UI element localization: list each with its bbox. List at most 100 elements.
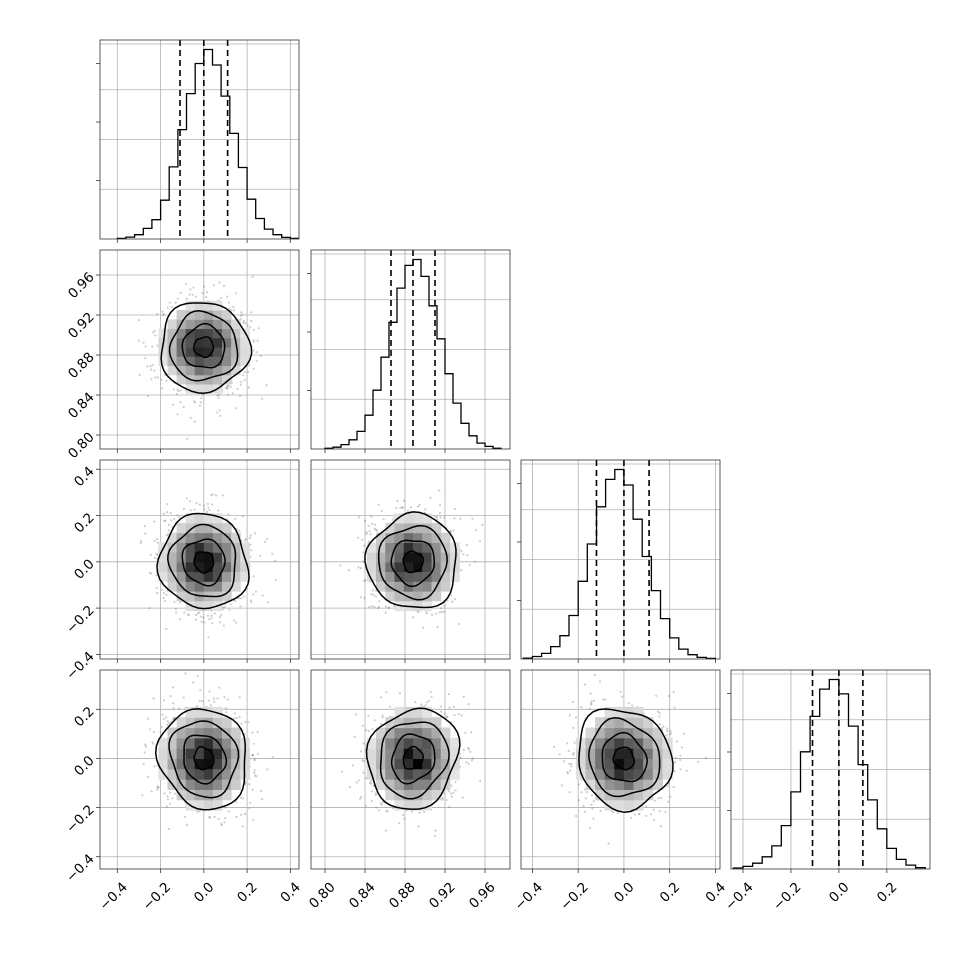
scatter-point (166, 720, 169, 723)
scatter-point (572, 726, 575, 730)
scatter-point (666, 785, 669, 788)
density-cell (450, 571, 460, 582)
density-cell (604, 727, 615, 739)
scatter-point (166, 795, 169, 798)
y-tick-label: −0.2 (63, 802, 97, 836)
scatter-point (173, 600, 176, 604)
scatter-point (161, 588, 164, 591)
scatter-point (238, 529, 241, 533)
density-cell (203, 748, 214, 759)
scatter-point (339, 564, 342, 567)
density-cell (176, 542, 187, 553)
scatter-point (473, 560, 477, 563)
scatter-point (155, 574, 158, 577)
scatter-point (173, 517, 176, 521)
scatter-point (244, 720, 247, 723)
density-cell (643, 737, 654, 749)
scatter-point (388, 606, 391, 609)
scatter-point (580, 706, 583, 709)
density-cell (422, 737, 432, 749)
density-cell (212, 532, 223, 543)
scatter-point (232, 619, 236, 622)
density-cell (440, 748, 451, 759)
scatter-point (445, 715, 448, 719)
density-cell (431, 779, 442, 790)
density-cell (376, 737, 386, 749)
scatter-point (657, 796, 660, 800)
density-cell (440, 758, 451, 770)
density-cell (585, 737, 596, 749)
density-cell (194, 337, 205, 348)
scatter-point (598, 680, 602, 683)
scatter-point (251, 754, 254, 757)
density-cell (652, 737, 663, 749)
scatter-point (253, 771, 256, 774)
density-cell (403, 571, 414, 582)
scatter-point (238, 394, 242, 397)
scatter-point (156, 785, 159, 788)
scatter-point (377, 503, 380, 506)
scatter-point (137, 339, 141, 342)
density-cell (212, 356, 223, 366)
density-cell (240, 571, 250, 582)
axes-frame (99, 459, 300, 660)
scatter-point (242, 595, 245, 598)
scatter-point (402, 813, 405, 817)
scatter-point (257, 327, 260, 330)
scatter-point (370, 515, 373, 518)
scatter-point (590, 794, 594, 797)
scatter-point (218, 686, 221, 689)
scatter-point (704, 756, 707, 760)
scatter-point (152, 331, 155, 334)
density-cell (212, 758, 223, 770)
density-cell (413, 513, 423, 524)
scatter-point (658, 810, 661, 813)
scatter-point (470, 759, 473, 762)
scatter-point (369, 533, 372, 536)
scatter-point (176, 514, 179, 517)
scatter-point (199, 689, 202, 692)
density-cell (167, 337, 178, 348)
scatter-point (361, 759, 364, 762)
scatter-point (435, 612, 438, 615)
x-tick-label: 0.2 (234, 879, 261, 906)
density-cell (623, 779, 635, 790)
density-cell (614, 768, 625, 780)
scatter-point (604, 698, 607, 701)
density-cell (422, 561, 432, 573)
scatter-point (274, 559, 277, 563)
density-cell (385, 779, 396, 790)
scatter-point (202, 504, 205, 507)
density-cell (431, 768, 442, 780)
density-cell (212, 799, 223, 811)
density-cell (385, 768, 396, 780)
scatter-point (170, 519, 173, 522)
scatter-point (192, 681, 195, 684)
scatter-point (233, 309, 236, 312)
density-cell (422, 706, 432, 718)
scatter-point (248, 783, 251, 786)
density-cell (167, 748, 178, 759)
scatter-point (156, 312, 159, 316)
scatter-point (567, 749, 570, 753)
density-cell (194, 768, 205, 780)
scatter-point (365, 776, 368, 780)
contour-line (168, 720, 240, 799)
scatter-point (398, 692, 402, 695)
scatter-point (462, 553, 465, 556)
density-cell (194, 581, 205, 592)
scatter-point (256, 339, 259, 342)
density-cell (231, 319, 241, 330)
scatter-point (170, 306, 173, 309)
scatter-point (150, 378, 153, 381)
scatter-point (234, 599, 237, 602)
scatter-point (174, 301, 177, 304)
density-cell (203, 779, 214, 790)
scatter-point (205, 510, 208, 513)
scatter-point (362, 760, 365, 763)
scatter-point (429, 690, 432, 694)
density-cell (194, 717, 205, 729)
scatter-point (171, 797, 174, 800)
contour-line (181, 538, 226, 587)
scatter-point (252, 339, 255, 342)
